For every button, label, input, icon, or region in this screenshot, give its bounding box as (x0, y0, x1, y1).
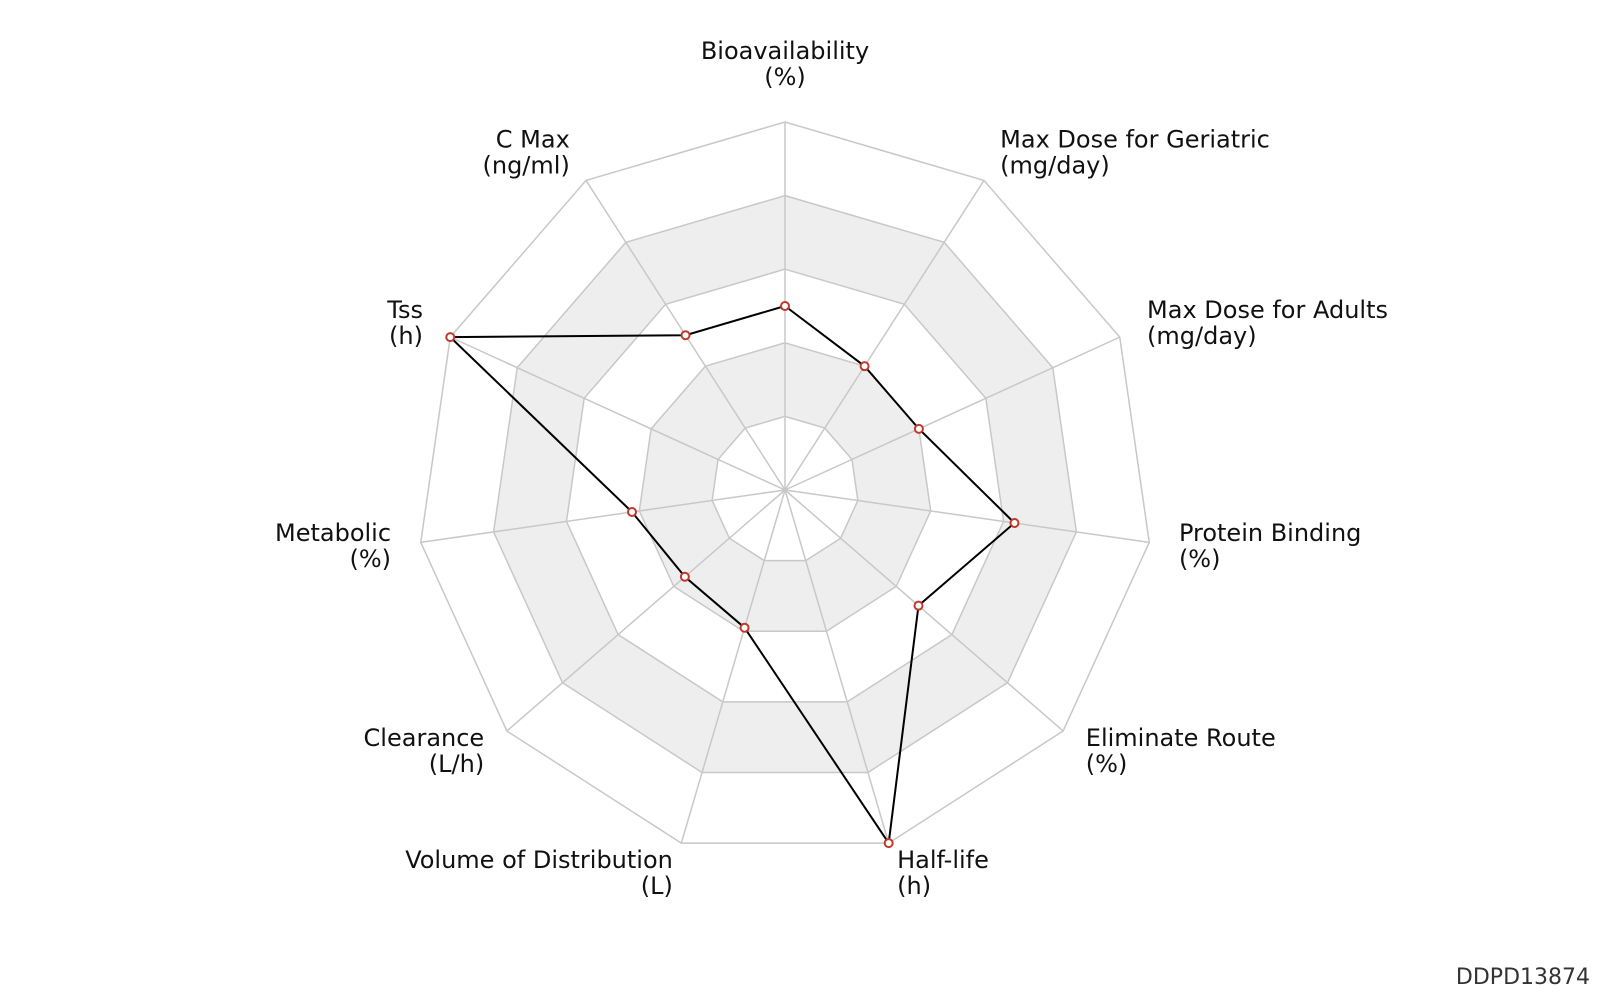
axis-label: Bioavailability (701, 37, 869, 65)
axis-label: Max Dose for Adults (1147, 296, 1388, 324)
axis-spoke (680, 489, 786, 844)
data-point (883, 838, 894, 849)
axis-label: Tss (386, 296, 423, 324)
data-point (445, 332, 456, 343)
axis-label: Clearance (364, 724, 485, 752)
axis-spoke (449, 336, 786, 491)
data-point (1009, 517, 1020, 528)
data-point (679, 571, 690, 582)
grid-ring (711, 415, 859, 562)
axis-label: Max Dose for Geriatric (1000, 125, 1270, 153)
axis-unit: (%) (1179, 545, 1221, 573)
axis-spoke (784, 489, 1064, 732)
axis-unit: (mg/day) (1000, 151, 1110, 179)
data-line (447, 304, 1016, 846)
data-point (913, 423, 924, 434)
axis-unit: (h) (897, 872, 931, 900)
data-point (627, 506, 638, 517)
data-point (680, 330, 691, 341)
axis-spoke (784, 180, 985, 491)
axis-unit: (L) (641, 872, 673, 900)
axis-label: Eliminate Route (1086, 724, 1276, 752)
data-point (780, 301, 790, 311)
axis-spoke (784, 489, 890, 844)
grid-ring (419, 121, 1151, 844)
axis-unit: (mg/day) (1147, 322, 1257, 350)
axis-unit: (L/h) (429, 750, 484, 778)
axis-label: C Max (496, 125, 570, 153)
axis-spoke (784, 336, 1121, 491)
axis-label: Protein Binding (1179, 519, 1361, 547)
axis-spoke (420, 489, 786, 544)
data-point (913, 600, 924, 611)
axis-spoke (506, 489, 786, 732)
axis-label: Half-life (897, 846, 989, 874)
axis-unit: (%) (764, 63, 806, 91)
axis-unit: (%) (350, 545, 392, 573)
grid-ring (492, 194, 1078, 774)
watermark: DDPD13874 (1456, 965, 1590, 990)
axis-label: Metabolic (275, 519, 391, 547)
axis-unit: (%) (1086, 750, 1128, 778)
data-point (859, 361, 870, 372)
axis-unit: (ng/ml) (483, 151, 570, 179)
grid-ring (565, 268, 1005, 703)
data-point (739, 622, 750, 633)
axis-unit: (h) (389, 322, 423, 350)
axis-spoke (784, 489, 1150, 544)
axis-label: Volume of Distribution (405, 846, 673, 874)
